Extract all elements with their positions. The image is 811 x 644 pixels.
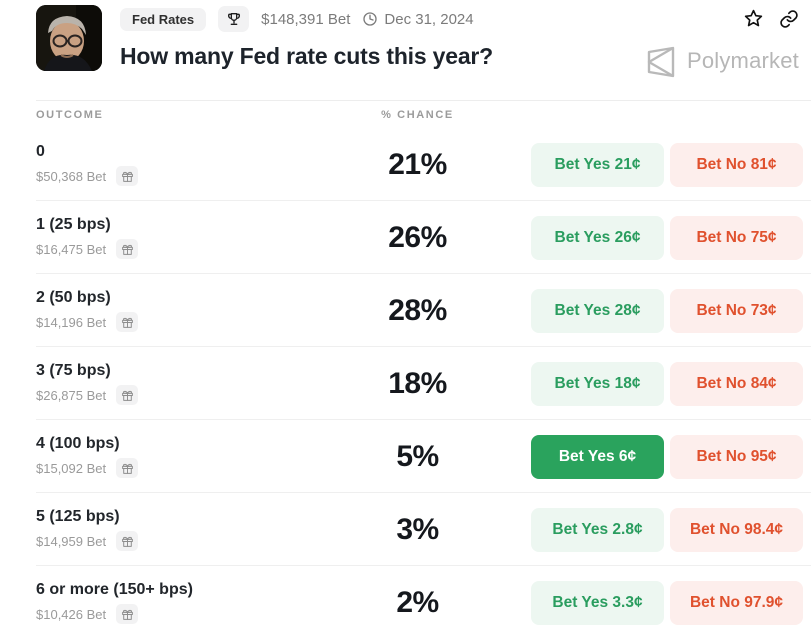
bet-amount: $15,092 Bet bbox=[36, 460, 107, 476]
bet-no-button[interactable]: Bet No 81¢ bbox=[670, 142, 803, 187]
star-icon[interactable] bbox=[743, 8, 764, 29]
outcome-list: 0 $50,368 Bet 21% Bet Yes 21¢ Bet No 81¢… bbox=[0, 128, 811, 639]
gift-icon bbox=[121, 536, 133, 547]
chance-value: 28% bbox=[388, 293, 447, 327]
outcome-name: 1 (25 bps) bbox=[36, 216, 111, 233]
category-tag[interactable]: Fed Rates bbox=[120, 7, 207, 31]
outcome-info: 3 (75 bps) $26,875 Bet bbox=[36, 362, 330, 405]
chance-value: 5% bbox=[396, 439, 439, 473]
clock-icon bbox=[363, 12, 378, 26]
bet-no-button[interactable]: Bet No 97.9¢ bbox=[670, 580, 803, 625]
outcome-column-header: OUTCOME bbox=[36, 108, 104, 121]
polymarket-logo[interactable]: Polymarket bbox=[644, 44, 799, 78]
bet-yes-button[interactable]: Bet Yes 28¢ bbox=[531, 288, 664, 333]
bet-yes-button[interactable]: Bet Yes 2.8¢ bbox=[531, 507, 664, 552]
gift-icon bbox=[121, 171, 133, 182]
rewards-button[interactable] bbox=[116, 604, 139, 624]
outcome-name: 0 bbox=[36, 143, 45, 160]
chance-value: 2% bbox=[396, 585, 439, 619]
market-avatar bbox=[36, 5, 102, 71]
outcome-name: 3 (75 bps) bbox=[36, 362, 111, 379]
bet-no-button[interactable]: Bet No 84¢ bbox=[670, 361, 803, 406]
portrait-image bbox=[36, 5, 102, 71]
market-title: How many Fed rate cuts this year? bbox=[120, 43, 494, 69]
rewards-button[interactable] bbox=[116, 239, 139, 259]
outcome-name: 5 (125 bps) bbox=[36, 508, 120, 525]
rewards-button[interactable] bbox=[116, 312, 139, 332]
gift-icon bbox=[121, 390, 133, 401]
bet-yes-button[interactable]: Bet Yes 6¢ bbox=[531, 434, 664, 479]
chance-value: 21% bbox=[388, 147, 447, 181]
outcome-info: 6 or more (150+ bps) $10,426 Bet bbox=[36, 581, 330, 624]
polymarket-logo-icon bbox=[647, 46, 675, 78]
end-date-text: Dec 31, 2024 bbox=[384, 10, 474, 28]
rewards-button[interactable] bbox=[116, 531, 139, 551]
bet-amount: $14,959 Bet bbox=[36, 533, 107, 549]
trophy-icon bbox=[227, 13, 240, 25]
chance-value: 3% bbox=[396, 512, 439, 546]
outcome-info: 1 (25 bps) $16,475 Bet bbox=[36, 216, 330, 259]
outcome-row: 5 (125 bps) $14,959 Bet 3% Bet Yes 2.8¢ … bbox=[0, 493, 811, 566]
bet-yes-button[interactable]: Bet Yes 18¢ bbox=[531, 361, 664, 406]
outcome-row: 0 $50,368 Bet 21% Bet Yes 21¢ Bet No 81¢ bbox=[0, 128, 811, 201]
outcome-info: 0 $50,368 Bet bbox=[36, 143, 330, 186]
rewards-button[interactable] bbox=[116, 166, 139, 186]
polymarket-logo-text: Polymarket bbox=[686, 48, 799, 73]
bet-yes-button[interactable]: Bet Yes 21¢ bbox=[531, 142, 664, 187]
bet-amount: $50,368 Bet bbox=[36, 168, 107, 184]
bet-no-button[interactable]: Bet No 98.4¢ bbox=[670, 507, 803, 552]
outcome-row: 4 (100 bps) $15,092 Bet 5% Bet Yes 6¢ Be… bbox=[0, 420, 811, 493]
chance-value: 18% bbox=[388, 366, 447, 400]
outcome-row: 2 (50 bps) $14,196 Bet 28% Bet Yes 28¢ B… bbox=[0, 274, 811, 347]
bet-amount: $26,875 Bet bbox=[36, 387, 107, 403]
trophy-button[interactable] bbox=[218, 6, 250, 32]
bet-amount: $10,426 Bet bbox=[36, 606, 107, 622]
outcome-name: 2 (50 bps) bbox=[36, 289, 111, 306]
rewards-button[interactable] bbox=[116, 385, 139, 405]
outcome-name: 6 or more (150+ bps) bbox=[36, 581, 193, 598]
gift-icon bbox=[121, 463, 133, 474]
bet-no-button[interactable]: Bet No 75¢ bbox=[670, 215, 803, 260]
outcome-info: 2 (50 bps) $14,196 Bet bbox=[36, 289, 330, 332]
market-meta: Fed Rates $148,391 Bet Dec 31, 2024 bbox=[120, 6, 493, 32]
market-header: Fed Rates $148,391 Bet Dec 31, 2024 bbox=[0, 0, 811, 100]
gift-icon bbox=[121, 317, 133, 328]
rewards-button[interactable] bbox=[116, 458, 139, 478]
chance-value: 26% bbox=[388, 220, 447, 254]
bet-amount: $14,196 Bet bbox=[36, 314, 107, 330]
bet-yes-button[interactable]: Bet Yes 3.3¢ bbox=[531, 580, 664, 625]
outcome-info: 5 (125 bps) $14,959 Bet bbox=[36, 508, 330, 551]
outcome-row: 1 (25 bps) $16,475 Bet 26% Bet Yes 26¢ B… bbox=[0, 201, 811, 274]
bet-amount: $16,475 Bet bbox=[36, 241, 107, 257]
outcome-info: 4 (100 bps) $15,092 Bet bbox=[36, 435, 330, 478]
outcome-row: 6 or more (150+ bps) $10,426 Bet 2% Bet … bbox=[0, 566, 811, 639]
bet-yes-button[interactable]: Bet Yes 26¢ bbox=[531, 215, 664, 260]
gift-icon bbox=[121, 609, 133, 620]
link-icon[interactable] bbox=[779, 9, 799, 29]
chance-column-header: % CHANCE bbox=[381, 108, 454, 121]
outcome-name: 4 (100 bps) bbox=[36, 435, 120, 452]
bet-no-button[interactable]: Bet No 95¢ bbox=[670, 434, 803, 479]
end-date: Dec 31, 2024 bbox=[362, 10, 474, 28]
volume-text: $148,391 Bet bbox=[261, 10, 351, 28]
outcome-row: 3 (75 bps) $26,875 Bet 18% Bet Yes 18¢ B… bbox=[0, 347, 811, 420]
gift-icon bbox=[121, 244, 133, 255]
table-header: OUTCOME % CHANCE bbox=[36, 100, 811, 128]
bet-no-button[interactable]: Bet No 73¢ bbox=[670, 288, 803, 333]
